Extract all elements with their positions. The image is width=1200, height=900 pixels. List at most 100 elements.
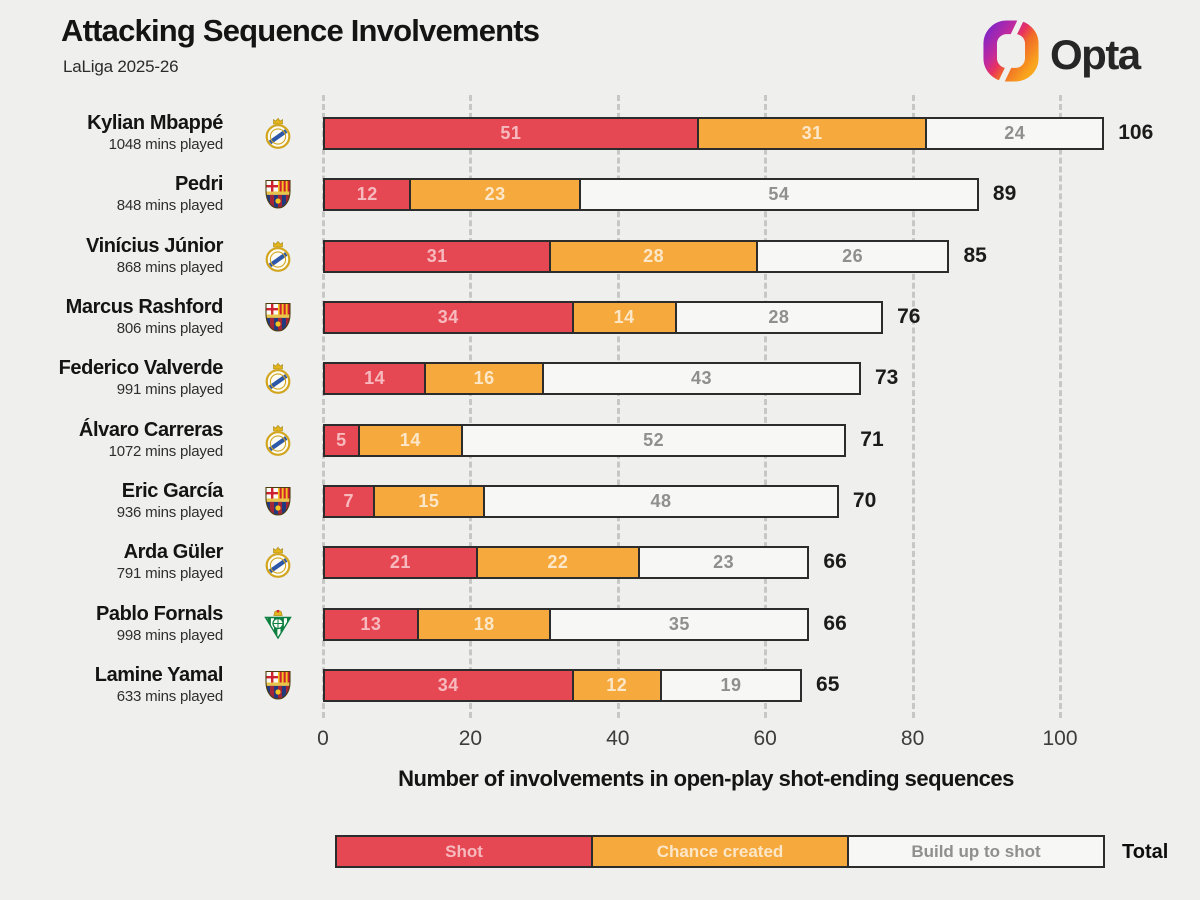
player-mins-played: 1048 mins played: [108, 136, 224, 153]
player-mins-played: 791 mins played: [116, 565, 223, 583]
player-name: Pablo Fornals: [95, 602, 223, 625]
total-value: 73: [875, 366, 899, 390]
player-mins-played: 1072 mins played: [108, 442, 224, 460]
total-value: 70: [852, 488, 877, 512]
stacked-bar: 14 16 43: [323, 362, 861, 396]
stacked-bar: 12 23 54: [323, 178, 979, 212]
total-value: 65: [816, 672, 840, 696]
stacked-bar: 13 18 35: [323, 607, 810, 641]
stacked-bar: 7 15 48: [323, 484, 839, 518]
legend-item-build-up-to-shot: Build up to shot: [847, 835, 1105, 868]
player-label: Pablo Fornals 998 mins played: [0, 602, 223, 645]
bar-segment-chance-created: 14: [571, 300, 677, 334]
x-tick-0: 0: [317, 727, 329, 750]
bar-segment-build-up-to-shot: 23: [637, 546, 810, 580]
legend-item-shot: Shot: [335, 835, 593, 868]
bar-segment-build-up-to-shot: 54: [578, 178, 979, 212]
club-badge-real-madrid: [262, 545, 294, 579]
bar-segment-build-up-to-shot: 52: [461, 423, 847, 457]
bar-segment-shot: 51: [323, 117, 699, 150]
stacked-bar: 34 14 28: [323, 300, 884, 334]
stacked-bar: 21 22 23: [323, 546, 810, 580]
bar-segment-build-up-to-shot: 28: [674, 300, 884, 334]
x-tick-20: 20: [458, 727, 483, 750]
player-name: Vinícius Júnior: [86, 234, 223, 257]
total-value: 71: [860, 427, 884, 451]
club-badge-barcelona: [262, 484, 294, 518]
stacked-bar: 34 12 19: [323, 668, 803, 702]
bar-segment-shot: 34: [323, 668, 574, 702]
bar-segment-shot: 13: [323, 607, 419, 641]
x-tick-60: 60: [753, 727, 777, 750]
player-mins-played: 868 mins played: [116, 258, 223, 276]
club-badge-real-madrid: [262, 239, 294, 273]
bar-segment-chance-created: 28: [549, 239, 758, 273]
club-badge-barcelona: [262, 668, 294, 702]
player-mins-played: 633 mins played: [116, 687, 223, 705]
legend-bar: Shot Chance created Build up to shot: [335, 835, 1105, 868]
player-name: Pedri: [174, 173, 223, 196]
bar-segment-build-up-to-shot: 24: [925, 117, 1105, 150]
player-mins-played: 991 mins played: [116, 381, 223, 399]
bar-segment-build-up-to-shot: 26: [755, 239, 950, 273]
player-label: Álvaro Carreras 1072 mins played: [0, 418, 223, 461]
gridline-20: [469, 95, 473, 718]
opta-logo-text: Opta: [1050, 30, 1141, 78]
club-badge-real-madrid: [262, 361, 294, 395]
total-value: 89: [992, 182, 1017, 206]
player-name: Marcus Rashford: [65, 295, 224, 318]
player-name: Álvaro Carreras: [78, 418, 223, 441]
player-mins-played: 848 mins played: [116, 197, 223, 215]
player-name: Eric García: [121, 479, 224, 502]
player-mins-played: 998 mins played: [116, 626, 223, 644]
opta-brand: Opta: [982, 16, 1141, 87]
bar-segment-shot: 14: [323, 362, 427, 396]
club-badge-barcelona: [262, 300, 294, 334]
player-label: Kylian Mbappé 1048 mins played: [0, 111, 223, 154]
club-badge-betis: [262, 607, 294, 641]
legend-item-chance-created: Chance created: [591, 835, 849, 868]
opta-logo-icon: [982, 16, 1040, 87]
player-label: Eric García 936 mins played: [0, 479, 224, 522]
bar-segment-chance-created: 18: [416, 607, 552, 641]
bar-segment-shot: 5: [323, 423, 360, 457]
bar-segment-build-up-to-shot: 35: [549, 607, 810, 641]
gridline-80: [911, 95, 915, 718]
club-badge-real-madrid: [262, 423, 294, 457]
total-value: 85: [963, 243, 987, 267]
bar-segment-build-up-to-shot: 43: [542, 362, 861, 396]
bar-segment-shot: 34: [323, 300, 574, 334]
bar-segment-shot: 7: [323, 484, 375, 518]
x-tick-40: 40: [606, 727, 630, 750]
player-label: Arda Güler 791 mins played: [0, 540, 224, 583]
club-badge-barcelona: [262, 177, 294, 211]
bar-segment-shot: 21: [323, 546, 478, 580]
bar-segment-build-up-to-shot: 48: [483, 484, 839, 518]
bar-segment-chance-created: 31: [696, 117, 928, 150]
x-tick-100: 100: [1042, 727, 1078, 750]
gridline-100: [1059, 95, 1062, 718]
player-name: Arda Güler: [123, 541, 224, 564]
stacked-bar: 51 31 24: [323, 117, 1105, 150]
bar-segment-chance-created: 22: [475, 546, 640, 580]
total-value: 66: [823, 611, 847, 635]
gridline-60: [764, 95, 768, 718]
total-value: 106: [1118, 121, 1154, 144]
player-label: Lamine Yamal 633 mins played: [0, 663, 224, 706]
legend-total-label: Total: [1122, 841, 1169, 863]
gridline-40: [616, 95, 620, 718]
total-value: 76: [897, 304, 921, 328]
player-name: Kylian Mbappé: [87, 112, 223, 134]
club-badge-real-madrid: [262, 116, 294, 150]
total-value: 66: [823, 550, 847, 574]
x-axis-label: Number of involvements in open-play shot…: [398, 766, 1014, 791]
bar-segment-chance-created: 14: [357, 423, 464, 457]
bar-segment-build-up-to-shot: 19: [660, 668, 803, 702]
bar-segment-chance-created: 23: [409, 178, 581, 212]
stacked-bar: 5 14 52: [323, 423, 847, 457]
bar-segment-chance-created: 15: [372, 484, 486, 518]
player-name: Lamine Yamal: [94, 663, 224, 686]
player-mins-played: 806 mins played: [116, 319, 223, 337]
x-tick-80: 80: [900, 727, 925, 750]
